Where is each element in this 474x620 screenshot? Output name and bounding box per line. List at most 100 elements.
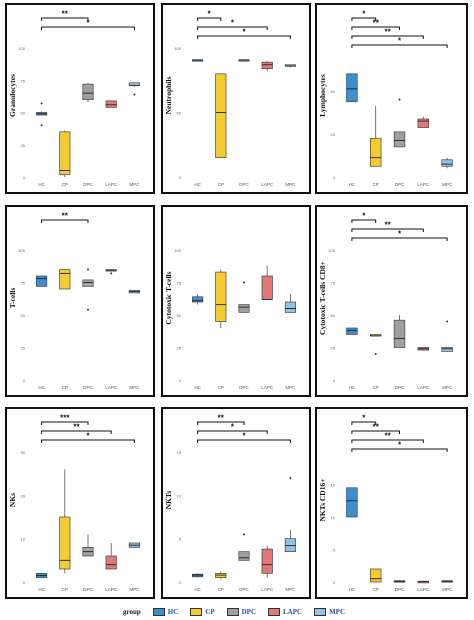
legend-label-lapc: LAPC bbox=[283, 607, 303, 616]
panel-8-box-lapc bbox=[261, 548, 273, 574]
legend-item-cp: CP bbox=[190, 607, 215, 616]
legend-title: group bbox=[122, 607, 141, 616]
panel-2-bracket bbox=[197, 26, 268, 30]
panel-5-ytick: 75 bbox=[177, 281, 182, 286]
panel-4-xtick: DPC bbox=[83, 385, 93, 390]
legend-swatch-mpc bbox=[314, 607, 327, 616]
panel-3-bracket bbox=[351, 44, 448, 48]
panel-6-ytick: 50 bbox=[331, 313, 336, 318]
panel-6-ytick: 100 bbox=[328, 248, 335, 253]
panel-5-frame bbox=[161, 205, 311, 397]
legend-label-hc: HC bbox=[167, 607, 179, 616]
panel-9-bracket bbox=[351, 430, 400, 434]
panel-5-xtick: HC bbox=[194, 385, 201, 390]
panel-6-xtick: LAPC bbox=[417, 385, 430, 390]
panel-8-ylabel: NKTs bbox=[164, 491, 173, 510]
panel-8-xtick: MPC bbox=[285, 587, 296, 592]
panel-6-bracket bbox=[351, 228, 424, 232]
panel-9-xtick: HC bbox=[349, 587, 356, 592]
panel-8-frame bbox=[161, 407, 311, 599]
panel-3-bracket-label: ** bbox=[384, 28, 391, 37]
panel-3-bracket-label: ** bbox=[373, 19, 380, 28]
panel-8-xtick: CP bbox=[218, 587, 224, 592]
panel-4-bracket-label: ** bbox=[62, 212, 69, 221]
panel-9-ytick: 10 bbox=[331, 515, 336, 520]
panel-4-box-dpc-outlier bbox=[87, 268, 89, 271]
panel-1-box-hc-outlier bbox=[40, 102, 43, 105]
panel-9-xtick: CP bbox=[373, 587, 379, 592]
panel-6-box-mpc bbox=[441, 347, 453, 352]
panel-3-bracket bbox=[351, 17, 377, 21]
panel-1-frame bbox=[5, 3, 155, 194]
panel-3-bracket bbox=[351, 26, 400, 30]
panel-2-xtick: CP bbox=[218, 182, 224, 187]
legend-swatch-lapc bbox=[268, 607, 280, 616]
panel-1-box-hc-outlier bbox=[40, 124, 43, 127]
panel-2-ytick: 0 bbox=[179, 175, 182, 180]
panel-5-box-hc bbox=[192, 296, 204, 303]
panel-8-bracket-label: ** bbox=[218, 414, 225, 423]
panel-2-frame bbox=[161, 3, 311, 194]
panel-8-ytick: 0 bbox=[179, 580, 182, 585]
panel-2-bracket-label: * bbox=[231, 19, 235, 28]
panel-2-box-cp bbox=[215, 73, 227, 159]
panel-1-ytick: 100 bbox=[18, 46, 25, 51]
panel-8-ytick: 10 bbox=[177, 493, 182, 498]
panel-9-bracket-label: ** bbox=[373, 423, 380, 432]
legend-label-mpc: MPC bbox=[329, 607, 346, 616]
panel-8-bracket bbox=[197, 421, 245, 425]
panel-7-xtick: HC bbox=[38, 587, 45, 592]
panel-7-bracket-label: * bbox=[86, 432, 90, 441]
panel-6-xtick: MPC bbox=[442, 385, 453, 390]
panel-1-box-cp bbox=[59, 131, 71, 175]
panel-1-xtick: HC bbox=[38, 182, 45, 187]
panel-3-xtick: HC bbox=[349, 182, 356, 187]
panel-5-xtick: MPC bbox=[285, 385, 296, 390]
panel-6-ytick: 75 bbox=[331, 281, 336, 286]
panel-8-bracket bbox=[197, 439, 291, 443]
panel-7-xtick: MPC bbox=[129, 587, 140, 592]
legend-item-dpc: DPC bbox=[226, 607, 256, 616]
panel-6-ylabel: Cytotoxic T-cells CD8+ bbox=[318, 261, 327, 335]
panel-4-ytick: 25 bbox=[21, 346, 26, 351]
panel-3-box-hc bbox=[346, 73, 358, 103]
panel-6-ytick: 0 bbox=[333, 378, 336, 383]
panel-7-bracket bbox=[41, 430, 112, 434]
panel-5-ytick: 50 bbox=[177, 313, 182, 318]
panel-2-bracket-label: * bbox=[208, 10, 212, 19]
panel-5-box-cp bbox=[215, 271, 227, 322]
panel-9-xtick: DPC bbox=[395, 587, 405, 592]
panel-1-ytick: 50 bbox=[21, 111, 26, 116]
panel-6: Cytotoxic T-cells CD8+ 0 25 50 75 100 HC CP DPC L… bbox=[315, 205, 468, 397]
panel-4-xtick: CP bbox=[62, 385, 68, 390]
panel-5-xtick: LAPC bbox=[261, 385, 274, 390]
panel-8-xtick: LAPC bbox=[261, 587, 274, 592]
panel-3-bracket bbox=[351, 35, 424, 39]
panel-4-box-dpc bbox=[82, 279, 94, 287]
panel-9-bracket-label: * bbox=[398, 441, 402, 450]
panel-8-bracket-label: * bbox=[231, 423, 235, 432]
panel-5-ylabel: Cytotoxic T-cells bbox=[164, 271, 173, 324]
panel-1-xtick: DPC bbox=[83, 182, 93, 187]
panel-6-bracket-label: * bbox=[362, 212, 366, 221]
panel-4-ylabel: T-cells bbox=[8, 288, 17, 309]
panel-4-bracket bbox=[41, 219, 89, 223]
panel-1-ylabel: Granulocytes bbox=[8, 74, 17, 117]
panel-1-xtick: CP bbox=[62, 182, 68, 187]
panel-1-bracket bbox=[41, 26, 135, 30]
panel-7-ylabel: NKs bbox=[8, 493, 17, 507]
panel-9-bracket-label: ** bbox=[384, 432, 391, 441]
panel-4-ytick: 100 bbox=[18, 248, 25, 253]
panel-8-bracket-label: * bbox=[242, 432, 246, 441]
panel-7-ytick: 10 bbox=[21, 537, 26, 542]
panel-1-ytick: 0 bbox=[23, 175, 26, 180]
panel-6-bracket bbox=[351, 237, 448, 241]
panel-1-box-lapc bbox=[105, 100, 117, 108]
panel-3-ytick: 40 bbox=[331, 89, 336, 94]
panel-7-box-lapc bbox=[105, 555, 117, 570]
panel-2-ytick: 50 bbox=[177, 111, 182, 116]
panel-5-box-lapc bbox=[261, 275, 273, 300]
panel-3-box-lapc bbox=[417, 118, 430, 128]
